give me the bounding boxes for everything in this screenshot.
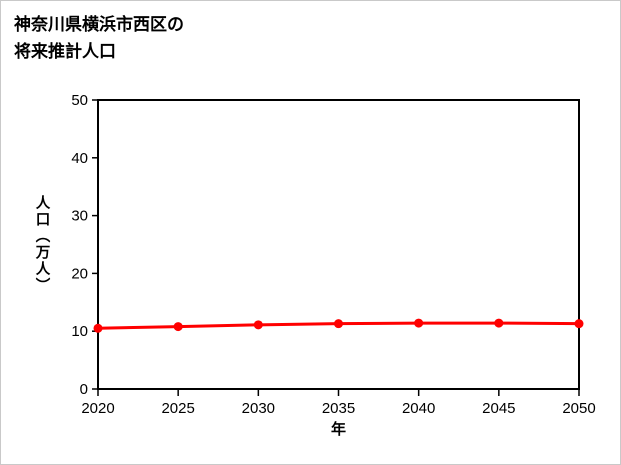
y-tick-label: 30 xyxy=(71,208,88,225)
y-axis-title-wrap: 人口（万人） xyxy=(29,100,55,389)
y-axis-title: 人口（万人） xyxy=(33,195,50,294)
chart-title-line2: 将来推計人口 xyxy=(14,42,116,61)
data-point-marker xyxy=(173,322,183,332)
data-point-marker xyxy=(414,318,424,328)
x-tick-label: 2050 xyxy=(562,400,595,417)
data-point-marker xyxy=(494,318,504,328)
data-point-marker xyxy=(253,320,263,330)
x-tick-label: 2030 xyxy=(242,400,275,417)
x-axis-title: 年 xyxy=(330,421,346,438)
x-tick-label: 2020 xyxy=(81,400,114,417)
plot-border xyxy=(97,99,580,390)
y-tick-label: 40 xyxy=(71,150,88,167)
y-tick-label: 20 xyxy=(71,265,88,282)
chart-title: 神奈川県横浜市西区の 将来推計人口 xyxy=(14,11,184,65)
data-point-marker xyxy=(93,323,103,333)
x-tick-label: 2045 xyxy=(482,400,515,417)
x-tick-label: 2035 xyxy=(322,400,355,417)
data-point-marker xyxy=(334,319,343,329)
data-point-marker xyxy=(574,319,584,329)
y-tick-label: 0 xyxy=(80,381,88,398)
x-tick-label: 2025 xyxy=(161,400,194,417)
y-tick-label: 50 xyxy=(71,92,88,109)
x-tick-label: 2040 xyxy=(402,400,435,417)
chart-title-line1: 神奈川県横浜市西区の xyxy=(14,15,184,34)
y-tick-label: 10 xyxy=(71,323,88,340)
